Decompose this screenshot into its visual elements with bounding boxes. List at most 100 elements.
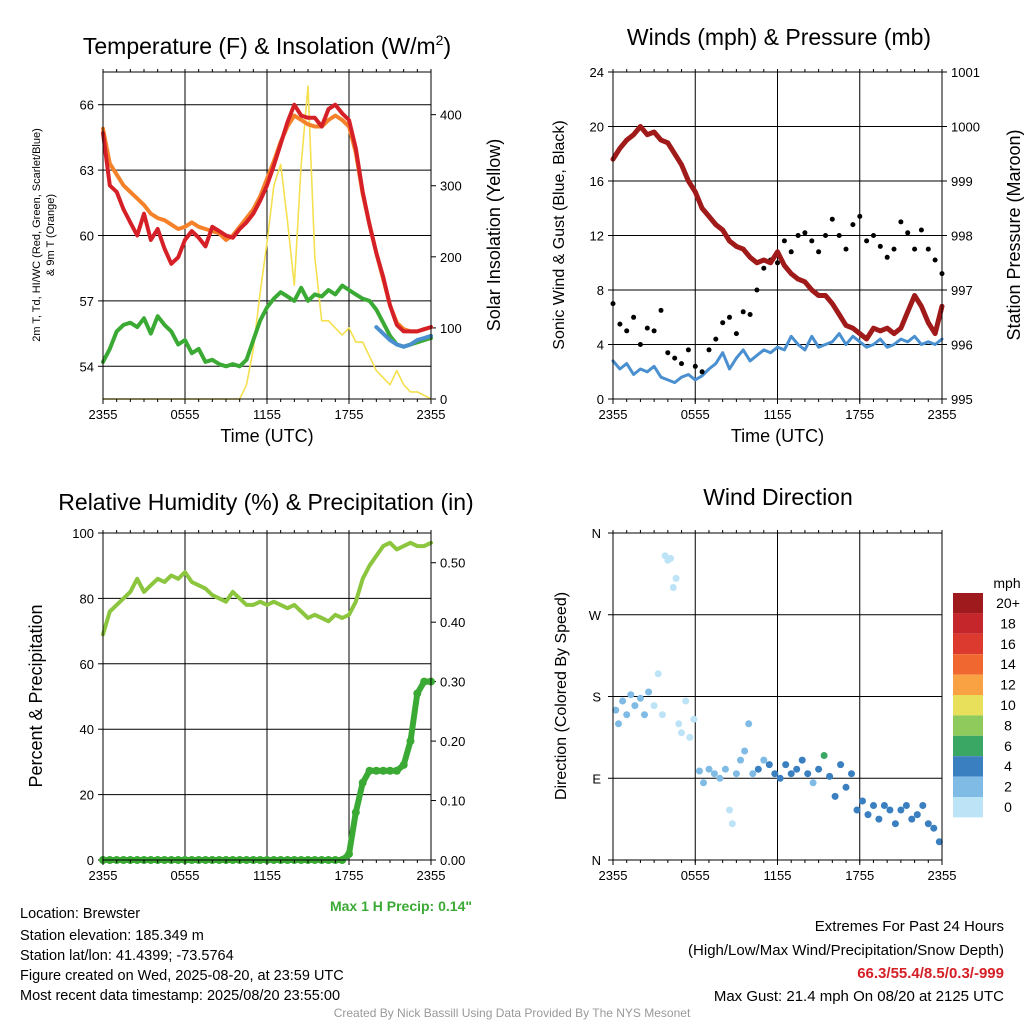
gust-point [644,325,650,331]
insolation-y-tick-label: 0 [440,392,447,407]
chart-humidity: 0 20 40 60 80 100 0.00 0.10 0.20 0.30 0.40 0.50 2355… [26,489,474,914]
direction-point [880,802,888,809]
direction-point [776,774,784,782]
direction-point [771,770,779,778]
direction-point [848,770,855,778]
direction-point [645,688,653,696]
direction-point [700,779,707,787]
speed-legend: mph 20+ 18 16 14 12 10 8 6 4 2 0 [953,575,1021,818]
chart-title-superscript: 2 [436,32,444,48]
pressure-y-tick-label: 997 [951,283,973,298]
y-axis-label: 2m T, Td, HI/WC (Red, Green, Scarlet/Blu… [31,128,43,342]
direction-tick-label: E [592,771,601,786]
gust-point [877,243,883,249]
y-axis-label: Direction (Colored By Speed) [553,592,570,800]
pressure-y-tick-label: 1000 [951,120,980,135]
direction-point [809,779,817,787]
rh-y-tick-label: 60 [80,657,94,672]
direction-point [667,554,675,562]
gust-point [747,312,753,317]
gust-point [884,254,890,260]
recent-data-label: Most recent data timestamp: 2025/08/20 2… [20,988,341,1004]
gust-point [857,213,863,219]
insolation-y-tick-label: 300 [440,179,462,194]
pressure-y-tick-label: 999 [951,174,973,189]
gust-point [891,246,897,252]
direction-point [853,806,861,814]
direction-point [623,711,631,719]
pressure-y-tick-label: 995 [951,392,973,407]
y-axis-label: Sonic Wind & Gust (Blue, Black) [551,120,568,349]
direction-point [690,715,698,723]
legend-swatch [953,735,983,757]
legend-label: 2 [1004,779,1012,795]
pressure-line [610,124,945,342]
x-tick-label: 1155 [764,868,792,883]
gust-point [829,216,835,222]
gust-point [836,233,842,238]
x-tick-label: 1755 [845,868,874,883]
legend-label: 10 [1000,697,1016,713]
direction-point [782,761,790,769]
direction-point [728,820,736,828]
wind-y-tick-label: 24 [590,65,604,80]
gust-point [761,265,767,271]
credit-label: Created By Nick Bassill Using Data Provi… [333,1006,691,1020]
pressure-y-tick-label: 998 [951,229,973,244]
gust-point [864,238,870,244]
precip-point [372,766,381,775]
direction-point [870,802,877,809]
precip-point [345,850,353,859]
gust-point [685,347,691,353]
x-tick-label: 2355 [928,407,957,422]
x-tick-label: 2355 [89,868,118,883]
gust-point [918,227,924,233]
temp-y-tick-label: 66 [80,98,94,113]
direction-point [864,811,872,819]
wind-y-tick-label: 20 [590,120,604,135]
direction-point [654,670,662,678]
precip-y-tick-label: 0.00 [440,853,465,868]
chart-title: Temperature (F) & Insolation (W/m2) [83,32,451,59]
x-tick-label: 0555 [681,407,710,422]
legend-label: 14 [1000,656,1016,672]
precip-y-tick-label: 0.10 [440,794,465,809]
legend-label: 0 [1004,799,1012,815]
direction-point [678,729,685,737]
gust-point [713,336,719,342]
direction-point [721,765,729,773]
location-label: Location: Brewster [20,906,141,922]
direction-point [716,774,724,782]
wind-y-tick-label: 12 [590,229,604,244]
direction-point [682,697,690,705]
rh-y-tick-label: 80 [80,591,94,606]
wind-speed-line [611,332,944,385]
legend-swatch [953,756,983,777]
precip-point [386,766,394,775]
temp-y-tick-label: 63 [80,163,94,178]
precip-point [351,808,360,817]
gust-point [665,350,671,356]
gust-point [781,238,787,244]
precip-point [413,689,422,698]
direction-point [891,820,899,828]
x-tick-label: 2355 [417,407,446,422]
chart-title: Wind Direction [703,484,853,510]
x-tick-label: 1155 [253,868,281,883]
direction-point [826,772,834,780]
gust-point [720,320,726,326]
wind-y-tick-label: 0 [597,392,604,407]
gust-point [905,230,911,236]
direction-point [913,811,921,819]
dewpoint-line [101,283,433,369]
gust-point [754,287,760,293]
gust-point [672,355,678,361]
legend-swatch [953,776,983,797]
legend-label: 4 [1004,758,1012,774]
direction-point [672,574,680,582]
legend-label: 6 [1004,738,1012,754]
gust-point [637,342,643,347]
direction-point [737,756,744,764]
direction-point [615,720,622,728]
